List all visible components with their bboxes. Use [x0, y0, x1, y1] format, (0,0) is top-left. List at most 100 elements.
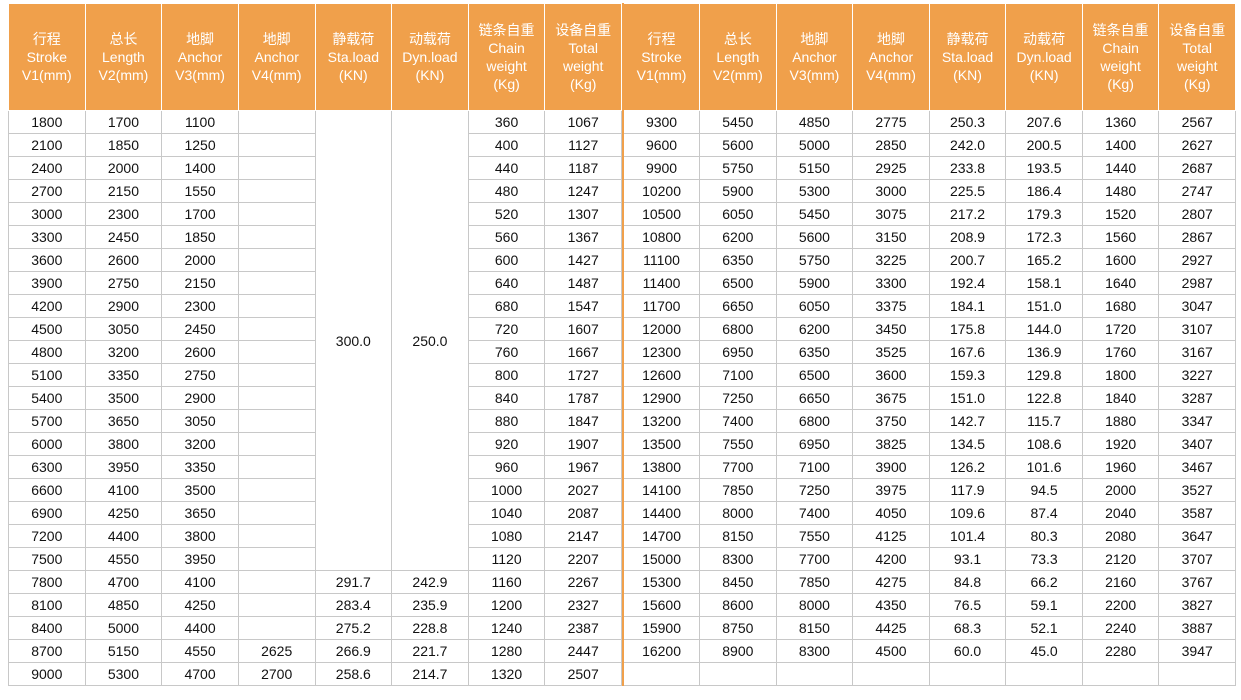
- header-line: 链条自重: [1092, 22, 1149, 38]
- cell: 1307: [544, 202, 622, 226]
- cell: 7550: [699, 432, 777, 456]
- cell: [622, 662, 701, 686]
- cell: [237, 478, 316, 502]
- cell: 66.2: [1005, 570, 1083, 594]
- cell: 2200: [1081, 593, 1160, 617]
- cell: 3075: [852, 202, 930, 226]
- cell: 136.9: [1005, 340, 1083, 364]
- row: 12300 6950 6350 3525 167.6 136.9 1760 3167: [622, 340, 1236, 364]
- cell: 920: [467, 432, 546, 456]
- row: 3900 2750 2150 640 1487: [8, 271, 622, 295]
- header-line: Anchor: [792, 49, 837, 65]
- cell: 2927: [1158, 248, 1236, 272]
- cell: 2700: [237, 662, 316, 686]
- cell: 6650: [775, 386, 854, 410]
- header-line: 动载荷: [408, 31, 451, 47]
- row: 7800 4700 4100 291.7 242.9 1160 2267: [8, 570, 622, 594]
- cell: 1000: [467, 478, 546, 502]
- cell: 1200: [467, 593, 546, 617]
- cell: 8150: [699, 524, 777, 548]
- header-cell: 总长 Length V2(mm): [84, 3, 163, 111]
- header-line: V3(mm): [789, 67, 840, 83]
- cell: 8450: [699, 570, 777, 594]
- cell: 9000: [8, 662, 86, 686]
- header-cell: 链条自重 Chain weight (Kg): [467, 3, 546, 111]
- cell: 2040: [1081, 501, 1160, 525]
- cell: 3825: [852, 432, 930, 456]
- cell: 15900: [622, 616, 701, 640]
- cell: [237, 455, 316, 479]
- cell: 2750: [84, 271, 163, 295]
- cell: 172.3: [1005, 225, 1083, 249]
- header-cell: 静载荷 Sta.load (KN): [928, 3, 1007, 111]
- cell: [1158, 662, 1236, 686]
- cell: 7250: [699, 386, 777, 410]
- cell: 4125: [852, 524, 930, 548]
- cell: 4550: [84, 547, 163, 571]
- cell: 159.3: [928, 363, 1007, 387]
- cell: 360: [467, 110, 546, 134]
- cell: 1880: [1081, 409, 1160, 433]
- cell: 3000: [852, 179, 930, 203]
- cell: 1920: [1081, 432, 1160, 456]
- row: 8700 5150 4550 2625 266.9 221.7 1280 2447: [8, 639, 622, 663]
- cell: 2747: [1158, 179, 1236, 203]
- header-line: 行程: [32, 31, 61, 47]
- cell: 52.1: [1005, 616, 1083, 640]
- row: 11400 6500 5900 3300 192.4 158.1 1640 2987: [622, 271, 1236, 295]
- cell: 3300: [8, 225, 86, 249]
- cell: 12000: [622, 317, 701, 341]
- cell: 2900: [161, 386, 239, 410]
- cell: 4850: [775, 110, 854, 134]
- cell: 720: [467, 317, 546, 341]
- cell: 7850: [775, 570, 854, 594]
- cell: 1427: [544, 248, 622, 272]
- cell: 2300: [84, 202, 163, 226]
- cell: 7100: [699, 363, 777, 387]
- header-line: (Kg): [493, 76, 520, 92]
- cell: 3467: [1158, 455, 1236, 479]
- cell: 5750: [699, 156, 777, 180]
- cell: 400: [467, 133, 546, 157]
- cell: 142.7: [928, 409, 1007, 433]
- cell: 186.4: [1005, 179, 1083, 203]
- header-line: 总长: [723, 31, 752, 47]
- cell: 4275: [852, 570, 930, 594]
- cell: 15300: [622, 570, 701, 594]
- cell: 3950: [161, 547, 239, 571]
- header-line: weight: [562, 58, 604, 74]
- cell: 2120: [1081, 547, 1160, 571]
- header-cell: 地脚 Anchor V3(mm): [775, 3, 854, 111]
- cell: [237, 570, 316, 594]
- cell: [237, 616, 316, 640]
- cell: 7700: [775, 547, 854, 571]
- cell: 1440: [1081, 156, 1160, 180]
- cell: 2600: [161, 340, 239, 364]
- cell: [237, 225, 316, 249]
- cell: 1727: [544, 363, 622, 387]
- row: 11700 6650 6050 3375 184.1 151.0 1680 3047: [622, 294, 1236, 318]
- row: 9900 5750 5150 2925 233.8 193.5 1440 2687: [622, 156, 1236, 180]
- header-line: Anchor: [868, 49, 914, 65]
- header-cell: 地脚 Anchor V4(mm): [852, 3, 930, 111]
- cell: 15600: [622, 593, 701, 617]
- header-cell: 行程 Stroke V1(mm): [8, 3, 86, 111]
- header-line: 地脚: [262, 31, 291, 47]
- header-line: Chain: [488, 40, 525, 56]
- row: 12900 7250 6650 3675 151.0 122.8 1840 3287: [622, 386, 1236, 410]
- cell: 2087: [544, 501, 622, 525]
- row: 12600 7100 6500 3600 159.3 129.8 1800 3227: [622, 363, 1236, 387]
- cell: 13500: [622, 432, 701, 456]
- cell: 233.8: [928, 156, 1007, 180]
- cell: 8150: [775, 616, 854, 640]
- row: 9300 5450 4850 2775 250.3 207.6 1360 2567: [622, 110, 1236, 134]
- cell: 6950: [775, 432, 854, 456]
- cell: 1967: [544, 455, 622, 479]
- cell: 3500: [161, 478, 239, 502]
- cell: 12900: [622, 386, 701, 410]
- cell: [237, 547, 316, 571]
- cell: 1160: [467, 570, 546, 594]
- cell: 73.3: [1005, 547, 1083, 571]
- header-cell: 设备自重 Total weight (Kg): [1158, 3, 1236, 111]
- cell: [237, 271, 316, 295]
